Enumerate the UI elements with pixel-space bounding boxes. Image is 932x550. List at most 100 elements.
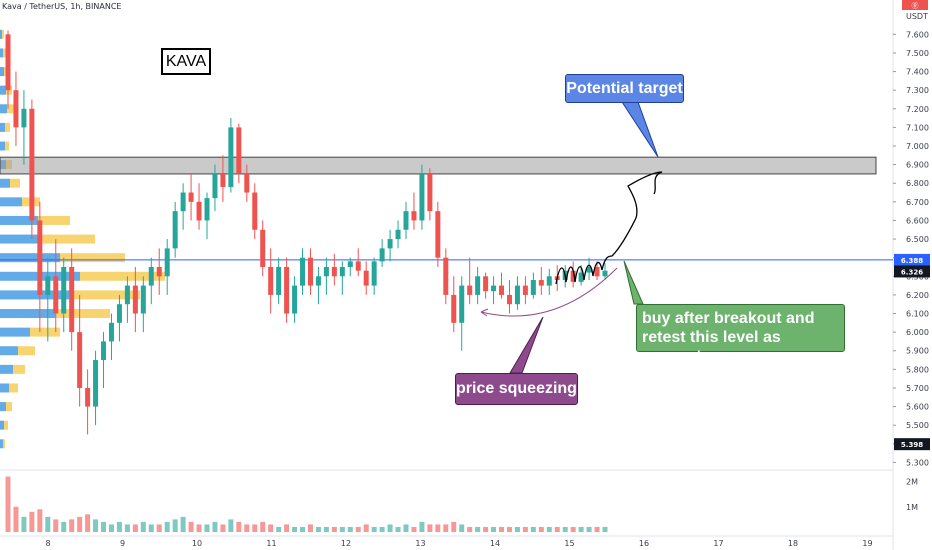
hline-price-badge-text: 6.388	[901, 257, 923, 265]
candle-body	[427, 173, 433, 212]
projection-path[interactable]	[555, 171, 663, 285]
candle-body	[586, 266, 592, 273]
y-tick-label: 6.100	[906, 310, 929, 319]
volume-bar	[435, 524, 441, 532]
volume-bar	[403, 524, 409, 532]
candle-body	[29, 108, 35, 221]
candle-body	[116, 304, 122, 323]
volume-bar	[93, 519, 99, 532]
vp-bar-up	[0, 309, 55, 319]
vp-bar-down	[3, 439, 5, 449]
volume-tick-label: 2M	[906, 478, 918, 487]
x-tick-label: 16	[639, 539, 649, 548]
vp-bar-down	[2, 29, 4, 39]
candle-body	[124, 285, 130, 305]
candle-body	[379, 248, 385, 262]
candle-body	[85, 387, 91, 407]
x-tick-label: 17	[713, 539, 723, 548]
vp-bar-down	[60, 253, 125, 263]
candle-body	[355, 261, 361, 271]
candle-body	[538, 280, 544, 286]
x-tick-label: 10	[192, 539, 202, 548]
volume-bar	[77, 516, 83, 532]
volume-bar	[339, 526, 345, 532]
volume-bar	[379, 526, 385, 532]
y-tick-label: 6.700	[906, 198, 929, 207]
volume-bar	[427, 524, 433, 532]
volume-bar	[411, 526, 417, 532]
vp-bar-down	[18, 346, 35, 356]
x-tick-label: 11	[266, 539, 276, 548]
vp-bar-up	[0, 383, 9, 393]
candle-body	[475, 276, 481, 295]
vp-bar-up	[0, 197, 22, 207]
volume-bar	[300, 526, 306, 532]
volume-bar	[530, 526, 536, 532]
volume-bar	[212, 521, 218, 532]
y-tick-label: 7.300	[906, 86, 929, 95]
y-tick-label: 7.500	[906, 49, 929, 58]
low-price-badge-bg	[894, 438, 930, 451]
candle-body	[514, 285, 520, 305]
candles	[5, 30, 608, 435]
vp-bar-down	[70, 290, 140, 300]
axes: 7.600 7.500 7.400 7.300 7.200 7.100 7.000 6.900…	[45, 30, 930, 548]
candle-body	[347, 261, 353, 267]
squeeze-arc[interactable]	[480, 267, 618, 317]
buy-callout: buy after breakout and retest this level…	[636, 304, 845, 365]
candle-body	[506, 294, 512, 305]
candle-body	[459, 285, 465, 323]
x-tick-label: 18	[788, 539, 798, 548]
candle-body	[530, 280, 536, 295]
volume-bar	[451, 521, 457, 532]
volume-bar	[180, 516, 186, 532]
volume-bar	[363, 524, 369, 532]
vp-bar-down	[6, 402, 12, 412]
vp-bar-up	[0, 327, 30, 337]
grid	[0, 0, 894, 550]
candle-body	[276, 266, 282, 295]
vp-bar-down	[10, 178, 20, 188]
vp-bar-down	[9, 383, 18, 393]
candle-body	[61, 266, 67, 314]
volume-bar	[236, 521, 242, 532]
symbol-title: Kava / TetherUS, 1h, BINANCE	[2, 2, 122, 11]
vp-bar-down	[40, 234, 95, 244]
resistance-zone[interactable]	[0, 156, 877, 175]
candle-body	[21, 108, 27, 128]
volume-bar	[132, 524, 138, 532]
vp-bar-down	[4, 420, 8, 430]
candle-body	[77, 332, 83, 388]
candle-body	[37, 220, 43, 295]
volume-bar	[29, 511, 35, 532]
volume-bar	[196, 524, 202, 532]
vp-bar-up	[0, 420, 4, 430]
volume-bar	[101, 521, 107, 532]
volume-bars	[5, 476, 608, 532]
x-tick-label: 9	[120, 539, 125, 548]
candle-body	[204, 198, 210, 221]
candle-body	[236, 127, 242, 174]
vp-bar-down	[3, 48, 6, 58]
candle-body	[594, 266, 600, 277]
volume-bar	[252, 524, 258, 532]
volume-bar	[570, 526, 576, 532]
candle-body	[483, 276, 489, 292]
candle-body	[331, 266, 337, 277]
y-tick-label: 7.000	[906, 142, 929, 151]
y-tick-label: 6.500	[906, 235, 929, 244]
candle-body	[292, 285, 298, 314]
y-tick-label: 7.600	[906, 30, 929, 39]
candle-body	[284, 266, 290, 314]
drawings[interactable]	[480, 101, 663, 374]
volume-bar	[419, 521, 425, 532]
y-tick-label: 5.500	[906, 421, 929, 430]
volume-bar	[268, 524, 274, 532]
candle-body	[403, 211, 409, 230]
volume-bar	[586, 526, 592, 532]
vp-bar-up	[0, 439, 3, 449]
vp-bar-down	[7, 104, 14, 114]
low-price-badge-text: 5.398	[901, 441, 923, 449]
current-price-badge-text: 6.326	[901, 268, 923, 276]
